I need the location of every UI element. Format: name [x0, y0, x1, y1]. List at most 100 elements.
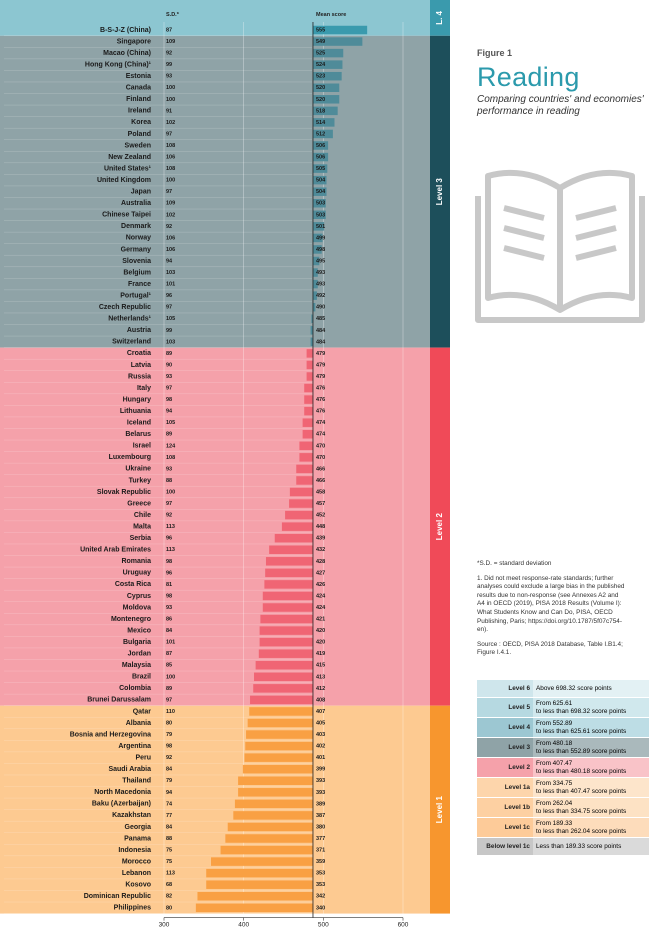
bar [296, 464, 313, 474]
figure-label: Figure 1 [477, 48, 513, 58]
category-label: Chile [134, 512, 151, 519]
bar [304, 395, 313, 404]
value-label: 452 [316, 513, 325, 519]
notes: *S.D. = standard deviation 1. Did not me… [477, 560, 627, 664]
level-range-line: Less than 189.33 score points [536, 842, 622, 850]
level-range: From 407.47 to less than 480.18 score poi… [533, 757, 649, 778]
sd-label: 98 [166, 593, 172, 599]
bar [312, 175, 327, 185]
sd-label: 98 [166, 397, 172, 403]
legend-row: Level 1c From 189.33 to less than 262.04 s… [477, 817, 649, 838]
bar [247, 718, 313, 728]
value-label: 393 [316, 790, 325, 796]
category-label: Mexico [127, 627, 151, 634]
sd-label: 93 [166, 605, 172, 611]
sd-label: 84 [166, 767, 173, 773]
level-label: Level 1 [435, 796, 444, 824]
value-label: 405 [316, 720, 325, 726]
value-label: 389 [316, 801, 325, 807]
value-label: 485 [316, 316, 325, 322]
category-label: Indonesia [118, 847, 151, 854]
legend-row: Level 2 From 407.47 to less than 480.18 sc… [477, 757, 649, 778]
sd-label: 109 [166, 201, 175, 207]
value-label: 413 [316, 674, 325, 680]
value-label: 387 [316, 813, 325, 819]
category-label: Hong Kong (China)¹ [85, 61, 152, 68]
level-range: Less than 189.33 score points [533, 837, 649, 856]
sd-label: 89 [166, 351, 172, 357]
level-range: From 552.89 to less than 625.61 score poi… [533, 717, 649, 738]
value-label: 403 [316, 732, 325, 738]
level-name: Level 1c [477, 817, 533, 838]
bar [312, 268, 318, 277]
sd-label: 124 [166, 443, 176, 449]
sd-label: 86 [166, 617, 172, 623]
sd-label: 97 [166, 697, 172, 703]
sd-label: 113 [166, 547, 175, 553]
sd-label: 68 [166, 882, 172, 888]
bar [258, 649, 313, 658]
level-band [0, 347, 430, 706]
bar [285, 510, 313, 520]
value-label: 420 [316, 628, 325, 634]
category-label: United Kingdom [97, 177, 151, 184]
category-label: Lithuania [120, 408, 151, 415]
sd-label: 88 [166, 478, 172, 484]
sd-label: 79 [166, 732, 172, 738]
sd-label: 88 [166, 836, 172, 842]
sd-label: 96 [166, 536, 172, 542]
value-label: 466 [316, 466, 325, 472]
value-label: 503 [316, 201, 325, 207]
level-range-line: From 189.33 [536, 820, 573, 827]
value-label: 428 [316, 559, 325, 565]
value-label: 371 [316, 848, 325, 854]
category-label: Colombia [119, 685, 151, 692]
category-label: Italy [137, 385, 151, 392]
sd-label: 100 [166, 85, 175, 91]
value-label: 506 [316, 155, 325, 161]
category-label: Lebanon [122, 870, 151, 877]
sd-label: 96 [166, 293, 172, 299]
bar [250, 695, 313, 705]
level-range-line: to less than 625.61 score points [536, 727, 627, 735]
bar [249, 707, 313, 716]
bar [312, 71, 342, 81]
bar [312, 210, 326, 220]
level-range-line: to less than 552.89 score points [536, 747, 627, 755]
category-label: Brazil [132, 674, 151, 681]
sd-label: 103 [166, 270, 175, 276]
legend-row: Level 1b From 262.04 to less than 334.75 s… [477, 797, 649, 818]
sd-label: 75 [166, 859, 172, 865]
sd-label: 109 [166, 39, 175, 45]
chart-title: Reading [477, 62, 580, 92]
category-label: Croatia [127, 350, 151, 357]
category-label: Dominican Republic [84, 893, 151, 900]
value-label: 504 [316, 178, 326, 184]
bar [289, 499, 313, 508]
category-label: Denmark [121, 223, 151, 230]
legend-row: Below level 1c Less than 189.33 score poi… [477, 837, 649, 856]
category-label: Sweden [125, 142, 151, 149]
category-label: Brunei Darussalam [87, 697, 151, 704]
category-label: Czech Republic [99, 304, 151, 311]
category-label: Estonia [126, 73, 151, 80]
sd-label: 105 [166, 420, 175, 426]
level-label: Level 2 [435, 513, 444, 541]
bar [264, 580, 313, 589]
bar [289, 487, 313, 497]
value-label: 412 [316, 686, 325, 692]
level-range-line: From 334.75 [536, 780, 573, 787]
bar [234, 799, 313, 809]
value-label: 476 [316, 409, 325, 415]
sd-label: 113 [166, 871, 175, 877]
value-label: 549 [316, 39, 325, 45]
level-range-line: to less than 262.04 score points [536, 827, 627, 835]
sd-label: 110 [166, 709, 175, 715]
category-label: Philippines [114, 905, 151, 912]
bar [296, 476, 313, 485]
sd-label: 92 [166, 755, 172, 761]
value-label: 479 [316, 362, 325, 368]
sd-label: 108 [166, 143, 175, 149]
value-label: 476 [316, 397, 325, 403]
category-label: North Macedonia [94, 789, 151, 796]
